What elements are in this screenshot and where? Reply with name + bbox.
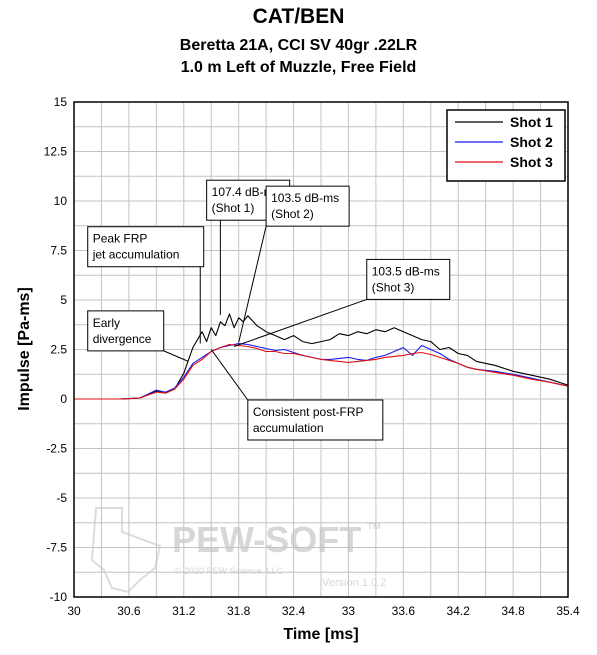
- y-tick-label: -7.5: [46, 541, 67, 555]
- annotation-text-early: Early: [93, 316, 120, 330]
- annotation-text-shot2: (Shot 2): [271, 207, 314, 221]
- y-tick-label: 7.5: [50, 244, 67, 258]
- series-lines: [74, 313, 569, 400]
- legend-label-shot-3: Shot 3: [510, 154, 553, 170]
- annotation-leader-post: [210, 349, 249, 401]
- x-tick-label: 34.2: [447, 604, 471, 618]
- annotation-text-shot3: 103.5 dB-ms: [372, 264, 440, 278]
- annotation-box-shot3: [366, 258, 451, 300]
- legend: Shot 1 Shot 2 Shot 3: [446, 109, 566, 182]
- x-tick-label: 31.2: [172, 604, 196, 618]
- x-tick-label: 31.8: [227, 604, 251, 618]
- annotation-text-shot3: (Shot 3): [372, 280, 415, 294]
- x-tick-label: 30: [67, 604, 81, 618]
- y-tick-label: 15: [54, 95, 68, 109]
- annotations: Early divergence Peak FRP jet accumulation 1…: [87, 179, 451, 441]
- annotation-text-shot1: 107.4 dB-ms: [212, 185, 280, 199]
- annotation-leader-early: [163, 350, 189, 362]
- annotation-text-peak: Peak FRP: [93, 232, 148, 246]
- legend-label-shot-2: Shot 2: [510, 134, 553, 150]
- y-tick-label: 5: [60, 293, 67, 307]
- x-tick-label: 30.6: [117, 604, 141, 618]
- y-tick-label: 12.5: [44, 145, 68, 159]
- annotation-text-post: Consistent post-FRP: [253, 405, 364, 419]
- x-tick-label: 33: [342, 604, 356, 618]
- annotation-text-post: accumulation: [253, 421, 324, 435]
- x-tick-label: 32.4: [282, 604, 306, 618]
- texas-watermark-icon: [90, 507, 162, 594]
- y-axis-label: Impulse [Pa-ms]: [16, 287, 33, 411]
- annotation-box-post: [247, 399, 384, 441]
- x-tick-label: 35.4: [556, 604, 580, 618]
- chart-subtitle-line-2: 1.0 m Left of Muzzle, Free Field: [180, 59, 417, 76]
- annotation-text-peak: jet accumulation: [92, 248, 180, 262]
- annotation-box-early: [87, 310, 165, 352]
- y-tick-label: -5: [56, 491, 67, 505]
- legend-label-shot-1: Shot 1: [510, 114, 553, 130]
- series-line-shot-3: [74, 343, 569, 400]
- y-tick-labels: 15 12.5 10 7.5 5 2.5 0 -2.5 -5 -7.5 -10: [44, 95, 68, 604]
- annotation-box-shot2: [265, 185, 350, 227]
- watermark-version: Version 1.0.2: [322, 577, 386, 589]
- y-tick-label: 2.5: [50, 343, 67, 357]
- x-axis-label: Time [ms]: [283, 626, 358, 643]
- annotation-box-peak: [87, 226, 205, 268]
- watermark-trademark: ™: [366, 521, 382, 538]
- series-line-shot-1: [74, 313, 569, 400]
- chart-subtitle-line-1: Beretta 21A, CCI SV 40gr .22LR: [179, 37, 418, 54]
- x-tick-label: 33.6: [392, 604, 416, 618]
- annotation-leader-shot3: [233, 298, 367, 348]
- plot-frame: [73, 101, 569, 598]
- annotation-text-early: divergence: [93, 332, 152, 346]
- y-tick-label: 10: [54, 194, 68, 208]
- watermark-brand: PEW-SOFT: [172, 519, 361, 560]
- chart-title: CAT/BEN: [252, 5, 345, 28]
- annotation-text-shot1: (Shot 1): [212, 201, 255, 215]
- x-tick-label: 34.8: [501, 604, 525, 618]
- y-tick-label: -2.5: [46, 442, 67, 456]
- annotation-leader-shot2: [238, 226, 267, 343]
- watermark-copyright: © 2020 PEW Science, LLC: [175, 566, 284, 576]
- annotation-text-shot2: 103.5 dB-ms: [271, 191, 339, 205]
- y-tick-label: 0: [60, 392, 67, 406]
- x-tick-labels: 30 30.6 31.2 31.8 32.4 33 33.6 34.2 34.8 35.4: [67, 604, 580, 618]
- y-tick-label: -10: [50, 590, 68, 604]
- watermark: PEW-SOFT ™ © 2020 PEW Science, LLC Versi…: [90, 507, 386, 594]
